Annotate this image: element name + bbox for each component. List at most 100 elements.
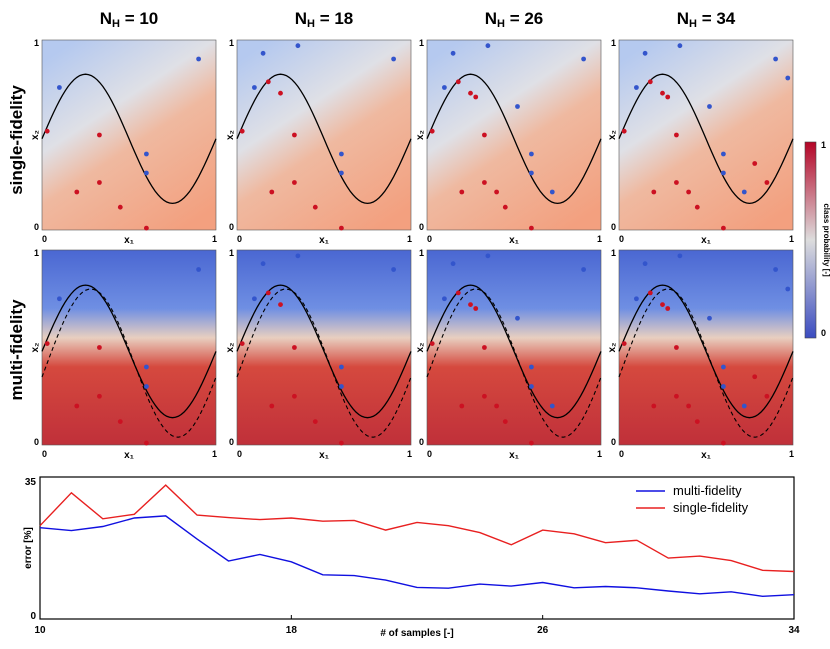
title-main: N <box>100 9 112 28</box>
sample-point-blue <box>677 253 683 259</box>
sample-point-blue <box>339 151 344 157</box>
sample-point-blue <box>773 56 778 62</box>
panel-y-tick-max: 1 <box>419 248 424 258</box>
error-y-ticks: 0 35 <box>25 477 37 622</box>
legend-label-multi-fidelity: multi-fidelity <box>673 483 742 498</box>
panel-y-tick-min: 0 <box>34 222 39 232</box>
sample-point-red <box>621 341 627 346</box>
sample-point-red <box>312 419 318 424</box>
panel-y-tick-max: 1 <box>419 38 424 48</box>
true-boundary-line <box>426 73 602 205</box>
column-titles: NH = 10 NH = 18 NH = 26 NH = 34 <box>100 9 736 30</box>
single-fidelity-panel-2: 1 00 1 x₁ x₂ <box>225 38 412 246</box>
sample-point-red <box>429 341 435 346</box>
sample-point-red <box>455 290 461 296</box>
panel-y-tick-max: 1 <box>34 38 39 48</box>
panel-x-tick-min: 0 <box>42 449 47 459</box>
sample-point-blue <box>450 50 456 56</box>
sample-point-blue <box>773 267 778 272</box>
panel-x-tick-max: 1 <box>597 234 602 244</box>
series-line-single-fidelity <box>39 484 795 573</box>
panel-y-label: x₂ <box>30 342 41 352</box>
panel-y-tick-min: 0 <box>611 222 616 232</box>
sample-point-blue <box>485 43 491 49</box>
sample-point-blue <box>144 384 149 389</box>
x-tick-label: 18 <box>286 625 298 636</box>
colorbar-tick-min: 0 <box>821 328 826 338</box>
sample-point-red <box>278 302 283 307</box>
sample-point-red <box>686 189 691 195</box>
sample-point-blue <box>260 50 266 56</box>
sample-point-blue <box>529 364 534 370</box>
panel-y-label: x₂ <box>225 130 236 140</box>
sample-point-red <box>660 302 665 307</box>
sample-point-red <box>529 440 534 446</box>
sample-point-blue <box>391 267 396 272</box>
title-sub: H <box>307 18 315 30</box>
sample-point-red <box>529 225 534 231</box>
legend: multi-fidelity single-fidelity <box>636 483 749 515</box>
sample-point-blue <box>581 267 586 272</box>
sample-point-red <box>502 419 508 424</box>
panel-x-tick-max: 1 <box>407 234 412 244</box>
sample-point-red <box>292 345 297 350</box>
sample-point-red <box>660 90 665 96</box>
sample-point-blue <box>549 189 555 195</box>
sample-point-blue <box>785 75 791 81</box>
sample-point-blue <box>721 151 726 157</box>
probability-field <box>426 249 602 446</box>
sample-point-red <box>312 204 318 210</box>
sample-point-red <box>265 79 271 85</box>
panel-x-label: x₁ <box>701 235 711 246</box>
error-series <box>39 484 795 598</box>
title-rest: = 26 <box>505 9 543 28</box>
sample-point-red <box>473 94 479 100</box>
panel-y-tick-min: 0 <box>419 222 424 232</box>
sample-point-blue <box>196 267 202 272</box>
sample-point-red <box>651 189 657 195</box>
sample-point-blue <box>450 261 456 267</box>
multi-fidelity-panel-4: 1 00 1 x₁ x₂ <box>607 248 794 461</box>
sample-point-blue <box>295 253 301 259</box>
row-label-single-fidelity: single-fidelity <box>7 85 26 195</box>
colorbar: 1 0 class probability [-] <box>804 140 830 339</box>
true-boundary-line <box>41 284 217 419</box>
sample-point-blue <box>529 384 534 389</box>
sample-point-red <box>665 94 671 100</box>
sample-point-red <box>473 306 479 311</box>
sample-point-blue <box>581 56 586 62</box>
sample-point-red <box>292 132 297 138</box>
sample-point-red <box>502 204 508 210</box>
sample-point-blue <box>642 50 648 56</box>
sample-point-blue <box>529 151 534 157</box>
panel-y-tick-max: 1 <box>229 38 234 48</box>
sample-point-blue <box>339 170 344 176</box>
column-title-2: NH = 18 <box>295 9 354 30</box>
y-tick-label: 35 <box>25 477 37 488</box>
panel-x-tick-max: 1 <box>407 449 412 459</box>
sample-point-red <box>97 132 102 138</box>
error-y-label: error [%] <box>23 527 34 569</box>
title-rest: = 10 <box>120 9 158 28</box>
panel-x-tick-min: 0 <box>427 234 432 244</box>
panel-x-tick-min: 0 <box>42 234 47 244</box>
colorbar-label: class probability [-] <box>822 203 830 277</box>
sample-point-red <box>429 128 435 134</box>
sample-point-red <box>651 403 657 409</box>
panel-y-tick-min: 0 <box>611 437 616 447</box>
sample-point-blue <box>707 104 712 109</box>
sample-point-red <box>117 419 123 424</box>
low-fidelity-boundary-line <box>426 288 602 438</box>
colorbar-tick-max: 1 <box>821 140 826 150</box>
probability-field <box>426 39 602 231</box>
sample-point-red <box>292 180 297 185</box>
sample-point-blue <box>252 296 257 302</box>
sample-point-blue <box>721 364 726 370</box>
probability-field <box>618 249 794 446</box>
panel-y-label: x₂ <box>225 342 236 352</box>
sample-point-blue <box>260 261 266 267</box>
title-sub: H <box>112 18 120 30</box>
panel-y-tick-max: 1 <box>34 248 39 258</box>
sample-point-red <box>459 189 465 195</box>
sample-point-blue <box>721 170 726 176</box>
